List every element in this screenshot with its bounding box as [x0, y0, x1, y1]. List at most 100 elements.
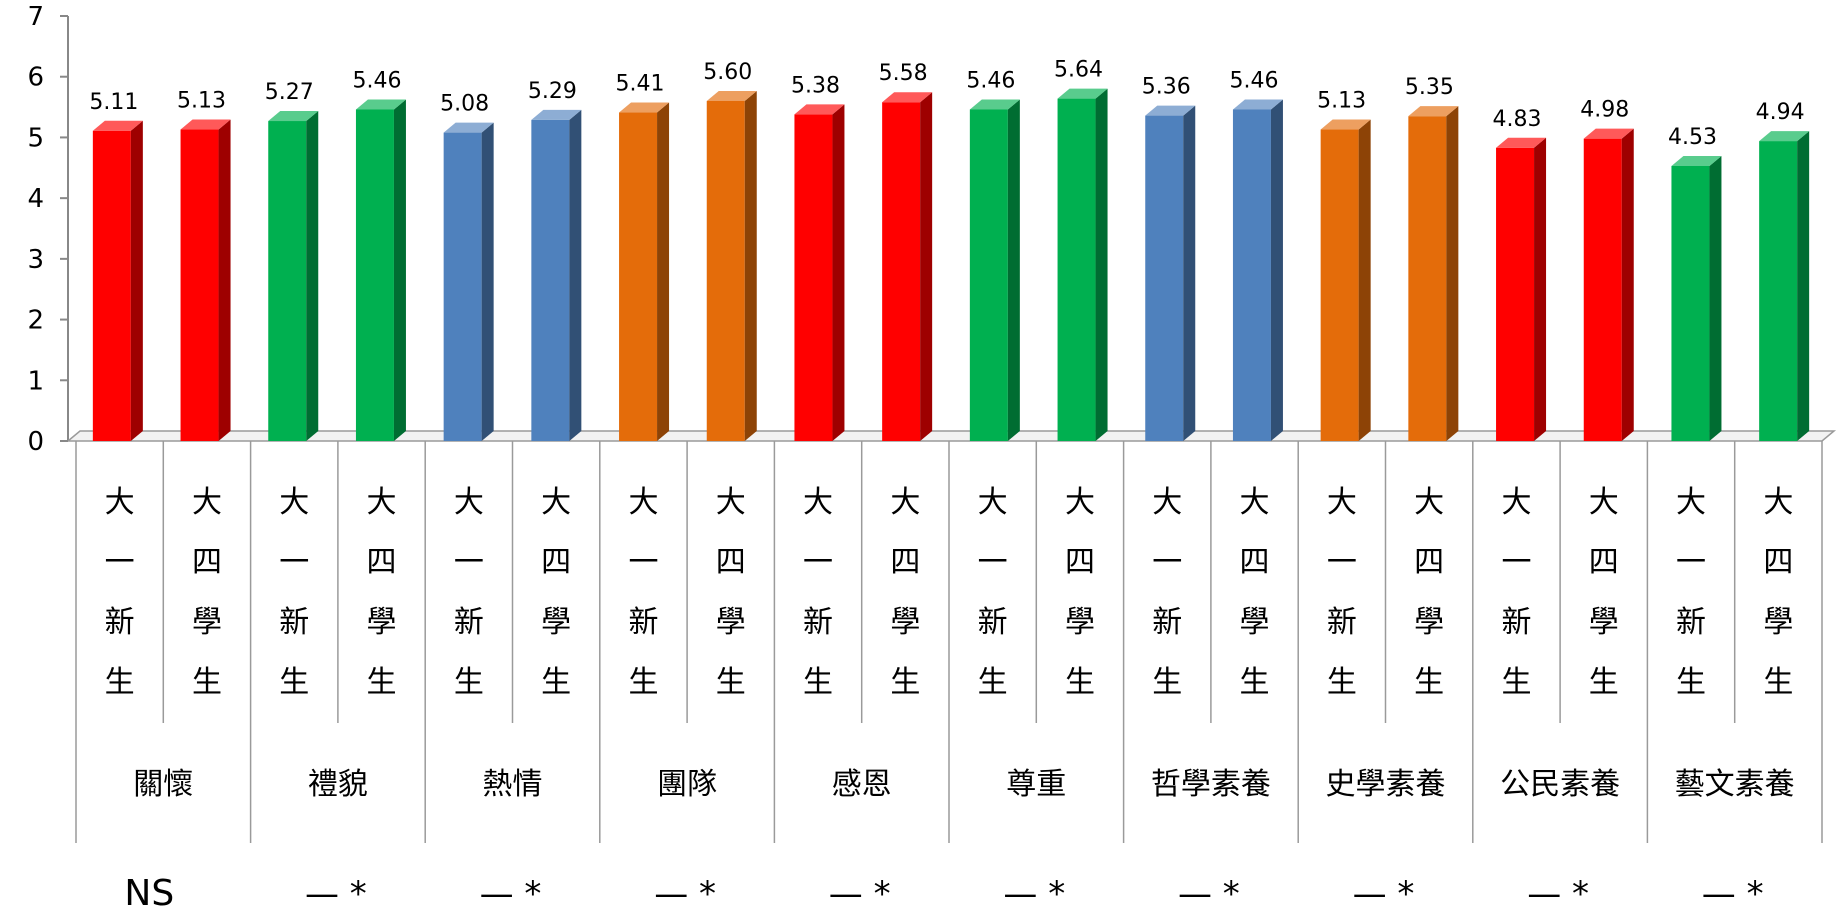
bar-side — [1534, 137, 1547, 441]
bar — [1408, 116, 1447, 441]
group-name-label: 禮貌 — [308, 767, 368, 802]
bar-top — [794, 104, 845, 115]
bar-top — [619, 102, 670, 113]
bar — [969, 109, 1008, 441]
bar-top — [1583, 128, 1634, 139]
bar-top — [1671, 155, 1722, 166]
bar-category-label: 大一新生 — [978, 485, 1008, 700]
bar-side — [1270, 99, 1283, 441]
bar-value-label: 5.35 — [1405, 75, 1454, 100]
bar-category-label: 大四學生 — [367, 485, 397, 700]
bar-value-label: 5.46 — [1229, 69, 1278, 94]
bar-category-label: 大一新生 — [454, 485, 484, 700]
bar — [92, 130, 131, 441]
bar-value-label: 5.64 — [1054, 58, 1103, 83]
group-name-label: 感恩 — [832, 767, 892, 802]
bar-category-label: 大一新生 — [105, 485, 135, 700]
y-tick-label: 3 — [27, 245, 44, 275]
bar-top — [1057, 88, 1108, 99]
bar-side — [1358, 119, 1371, 442]
bar-top — [92, 120, 143, 131]
group-name-label: 熱情 — [483, 767, 543, 802]
y-tick-label: 2 — [27, 306, 44, 336]
bar-top — [1232, 99, 1283, 110]
group-name-label: 關懷 — [133, 767, 193, 802]
bar-value-label: 5.41 — [616, 72, 665, 97]
bar-side — [393, 99, 406, 441]
bar-top — [1145, 105, 1196, 116]
y-tick-label: 6 — [27, 63, 44, 93]
bar — [1583, 138, 1622, 441]
y-tick-label: 5 — [27, 123, 44, 153]
bar — [882, 102, 921, 441]
bar-category-label: 大一新生 — [628, 485, 658, 700]
bar-category-label: 大四學生 — [1240, 485, 1270, 700]
y-tick-label: 1 — [27, 366, 44, 396]
group-name-label: 哲學素養 — [1151, 767, 1271, 802]
bar-side — [218, 119, 231, 442]
bar-top — [531, 109, 582, 120]
bar-side — [569, 109, 582, 442]
bar-value-label: 4.53 — [1668, 125, 1717, 150]
bar-category-label: 大一新生 — [1501, 485, 1531, 700]
significance-mark: NS — [124, 873, 174, 914]
significance-mark: — * — [305, 874, 367, 914]
bar — [268, 121, 307, 442]
bar-side — [306, 111, 319, 442]
group-name-label: 史學素養 — [1326, 767, 1446, 802]
bar-side — [1709, 155, 1722, 441]
bar-top — [1320, 119, 1371, 130]
bar-value-label: 5.58 — [879, 61, 928, 86]
bar — [1320, 129, 1359, 442]
bar-top — [268, 111, 319, 122]
bar-side — [1095, 88, 1108, 442]
bar-value-label: 5.60 — [703, 60, 752, 85]
bar-side — [1007, 99, 1020, 441]
group-name-label: 公民素養 — [1500, 767, 1620, 802]
bar-category-label: 大四學生 — [1589, 485, 1619, 700]
bar — [1759, 141, 1798, 442]
significance-mark: — * — [1702, 874, 1764, 914]
bar-top — [706, 91, 757, 101]
bar-category-label: 大一新生 — [1152, 485, 1182, 700]
bar-side — [657, 102, 670, 442]
bar-top — [443, 122, 494, 133]
bar — [531, 119, 570, 442]
significance-mark: — * — [1003, 874, 1065, 914]
bar-side — [1797, 131, 1810, 442]
bar-category-label: 大一新生 — [803, 485, 833, 700]
bar-side — [1183, 105, 1196, 442]
bar — [1671, 165, 1710, 441]
group-name-label: 藝文素養 — [1675, 767, 1795, 802]
bar-top — [355, 99, 406, 110]
bar-value-label: 4.94 — [1756, 100, 1805, 125]
bar-category-label: 大四學生 — [1065, 485, 1095, 700]
bar-category-label: 大一新生 — [1327, 485, 1357, 700]
y-tick-label: 0 — [27, 427, 44, 457]
bar-side — [130, 120, 143, 441]
bar-value-label: 5.13 — [177, 89, 226, 114]
bar-side — [744, 91, 757, 441]
bar-side — [1446, 106, 1459, 441]
bar-category-label: 大一新生 — [279, 485, 309, 700]
bar-value-label: 5.46 — [352, 69, 401, 94]
significance-mark: — * — [654, 874, 716, 914]
bar-value-label: 5.11 — [89, 90, 138, 115]
bar — [443, 132, 482, 442]
bar — [706, 101, 745, 441]
bar-side — [481, 122, 494, 442]
bar-top — [180, 119, 231, 130]
bar — [1232, 109, 1271, 441]
bar-category-label: 大四學生 — [890, 485, 920, 700]
bar — [180, 129, 219, 442]
y-tick-label: 4 — [27, 184, 44, 214]
y-tick-label: 7 — [27, 2, 44, 32]
bar-value-label: 5.29 — [528, 79, 577, 104]
bar-value-label: 5.38 — [791, 73, 840, 98]
bar-category-label: 大四學生 — [716, 485, 746, 700]
bar-category-label: 大四學生 — [1414, 485, 1444, 700]
bar — [1496, 147, 1535, 441]
chart-floor — [65, 430, 1837, 442]
bar-value-label: 4.98 — [1580, 98, 1629, 123]
